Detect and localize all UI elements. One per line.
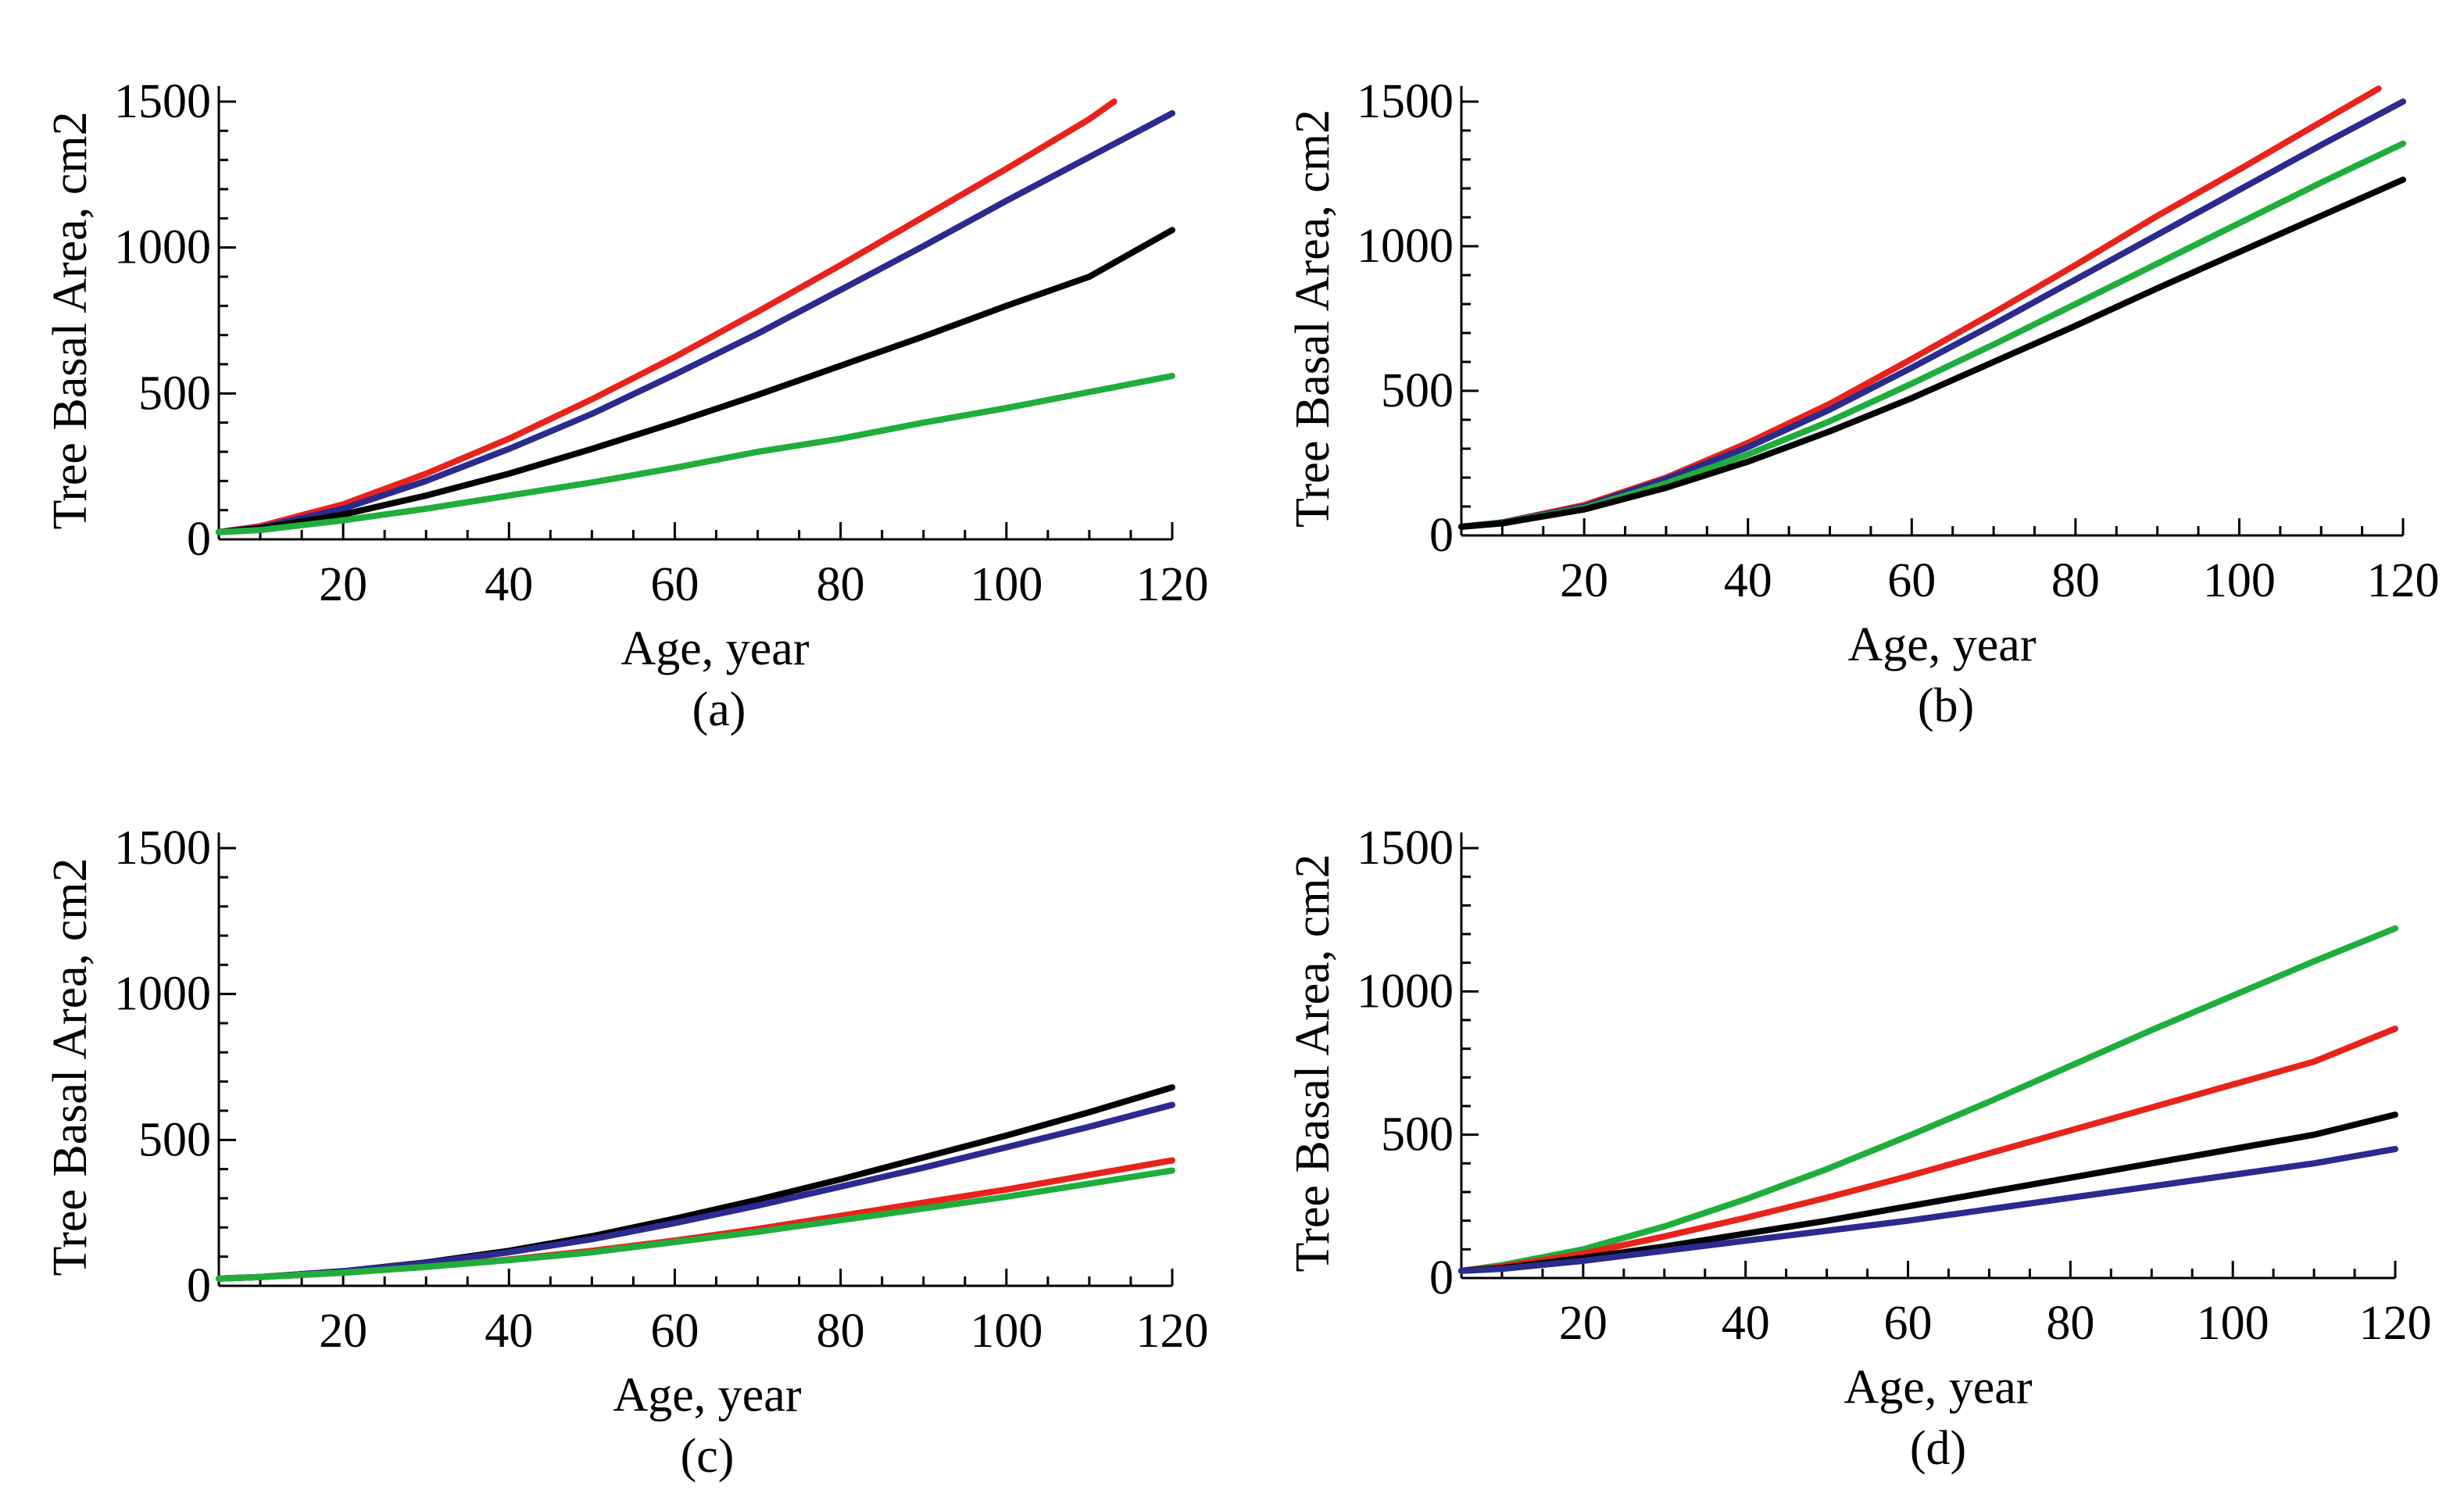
y-axis-label: Tree Basal Area, cm2 bbox=[1286, 854, 1339, 1273]
series-line-blue bbox=[1458, 1146, 2398, 1274]
x-tick-label: 60 bbox=[1884, 1297, 1933, 1350]
y-tick-label: 0 bbox=[187, 513, 211, 566]
x-tick-label: 20 bbox=[1560, 554, 1608, 607]
x-axis-label: Age, year bbox=[1844, 1361, 2033, 1414]
y-tick-label: 500 bbox=[1381, 1108, 1454, 1162]
x-tick-label: 60 bbox=[1887, 554, 1936, 607]
x-tick-label: 80 bbox=[817, 1305, 865, 1358]
panel-label: (d) bbox=[1910, 1422, 1966, 1475]
series-line-green bbox=[216, 1167, 1175, 1282]
y-tick-label: 1500 bbox=[114, 75, 211, 128]
chart-panel-b: 20 40 60 80 100 120 0 500 1000 1500 Age, year Tree … bbox=[1286, 75, 2440, 732]
x-axis-label: Age, year bbox=[613, 1369, 802, 1422]
y-tick-label: 0 bbox=[187, 1259, 211, 1312]
y-tick-label: 1000 bbox=[1357, 220, 1454, 273]
series-line-blue bbox=[216, 109, 1175, 535]
y-tick-label: 1000 bbox=[114, 968, 211, 1021]
y-tick-label: 0 bbox=[1429, 1251, 1454, 1305]
panel-label: (c) bbox=[681, 1430, 735, 1483]
panel-label: (a) bbox=[692, 683, 746, 736]
series-line-blue bbox=[1458, 98, 2406, 530]
y-tick-label: 1500 bbox=[114, 822, 211, 875]
series-line-green bbox=[1458, 140, 2406, 530]
x-tick-label: 120 bbox=[1136, 1305, 1209, 1358]
x-tick-label: 40 bbox=[1722, 1297, 1770, 1350]
x-tick-label: 100 bbox=[970, 1305, 1042, 1358]
x-tick-label: 80 bbox=[817, 558, 865, 611]
x-tick-label: 20 bbox=[319, 558, 367, 611]
x-tick-label: 40 bbox=[485, 558, 533, 611]
y-tick-label: 1000 bbox=[114, 221, 211, 274]
chart-panel-a: 20 40 60 80 100 120 0 500 1000 1500 Age, year Tree … bbox=[44, 75, 1209, 736]
x-tick-label: 60 bbox=[650, 558, 699, 611]
x-tick-label: 120 bbox=[2359, 1297, 2432, 1350]
x-tick-label: 120 bbox=[2367, 554, 2440, 607]
y-tick-label: 1000 bbox=[1357, 965, 1454, 1018]
y-axis-label: Tree Basal Area, cm2 bbox=[1286, 109, 1339, 528]
panel-label: (b) bbox=[1918, 679, 1974, 732]
chart-panel-d: 20 40 60 80 100 120 0 500 1000 1500 Age, year Tree … bbox=[1286, 822, 2432, 1475]
x-tick-label: 80 bbox=[2046, 1297, 2094, 1350]
series-line-red bbox=[216, 98, 1118, 535]
y-tick-label: 1500 bbox=[1357, 822, 1454, 875]
chart-panel-c: 20 40 60 80 100 120 0 500 1000 1500 Age, year Tree … bbox=[44, 822, 1209, 1483]
x-tick-label: 20 bbox=[1559, 1297, 1608, 1350]
series-line-red bbox=[1458, 85, 2382, 530]
x-tick-label: 120 bbox=[1136, 558, 1209, 611]
y-tick-label: 0 bbox=[1429, 509, 1454, 562]
x-tick-label: 20 bbox=[319, 1305, 367, 1358]
x-tick-label: 60 bbox=[650, 1305, 699, 1358]
x-axis-label: Age, year bbox=[1848, 618, 2037, 671]
x-tick-label: 40 bbox=[1724, 554, 1772, 607]
x-tick-label: 100 bbox=[2203, 554, 2276, 607]
y-axis-label: Tree Basal Area, cm2 bbox=[44, 858, 97, 1276]
y-tick-label: 500 bbox=[138, 367, 211, 420]
x-tick-label: 40 bbox=[485, 1305, 533, 1358]
x-tick-label: 100 bbox=[970, 558, 1042, 611]
y-tick-label: 1500 bbox=[1357, 75, 1454, 128]
series-line-green bbox=[216, 372, 1175, 535]
y-axis-label: Tree Basal Area, cm2 bbox=[44, 112, 97, 530]
x-axis-label: Age, year bbox=[621, 622, 810, 675]
x-tick-label: 100 bbox=[2197, 1297, 2269, 1350]
x-tick-label: 80 bbox=[2051, 554, 2100, 607]
y-tick-label: 500 bbox=[138, 1113, 211, 1166]
series-line-black bbox=[216, 227, 1175, 535]
series-line-green bbox=[1458, 925, 2398, 1274]
series-line-black bbox=[1458, 176, 2406, 530]
series-line-red bbox=[1458, 1026, 2398, 1274]
y-tick-label: 500 bbox=[1381, 364, 1454, 417]
